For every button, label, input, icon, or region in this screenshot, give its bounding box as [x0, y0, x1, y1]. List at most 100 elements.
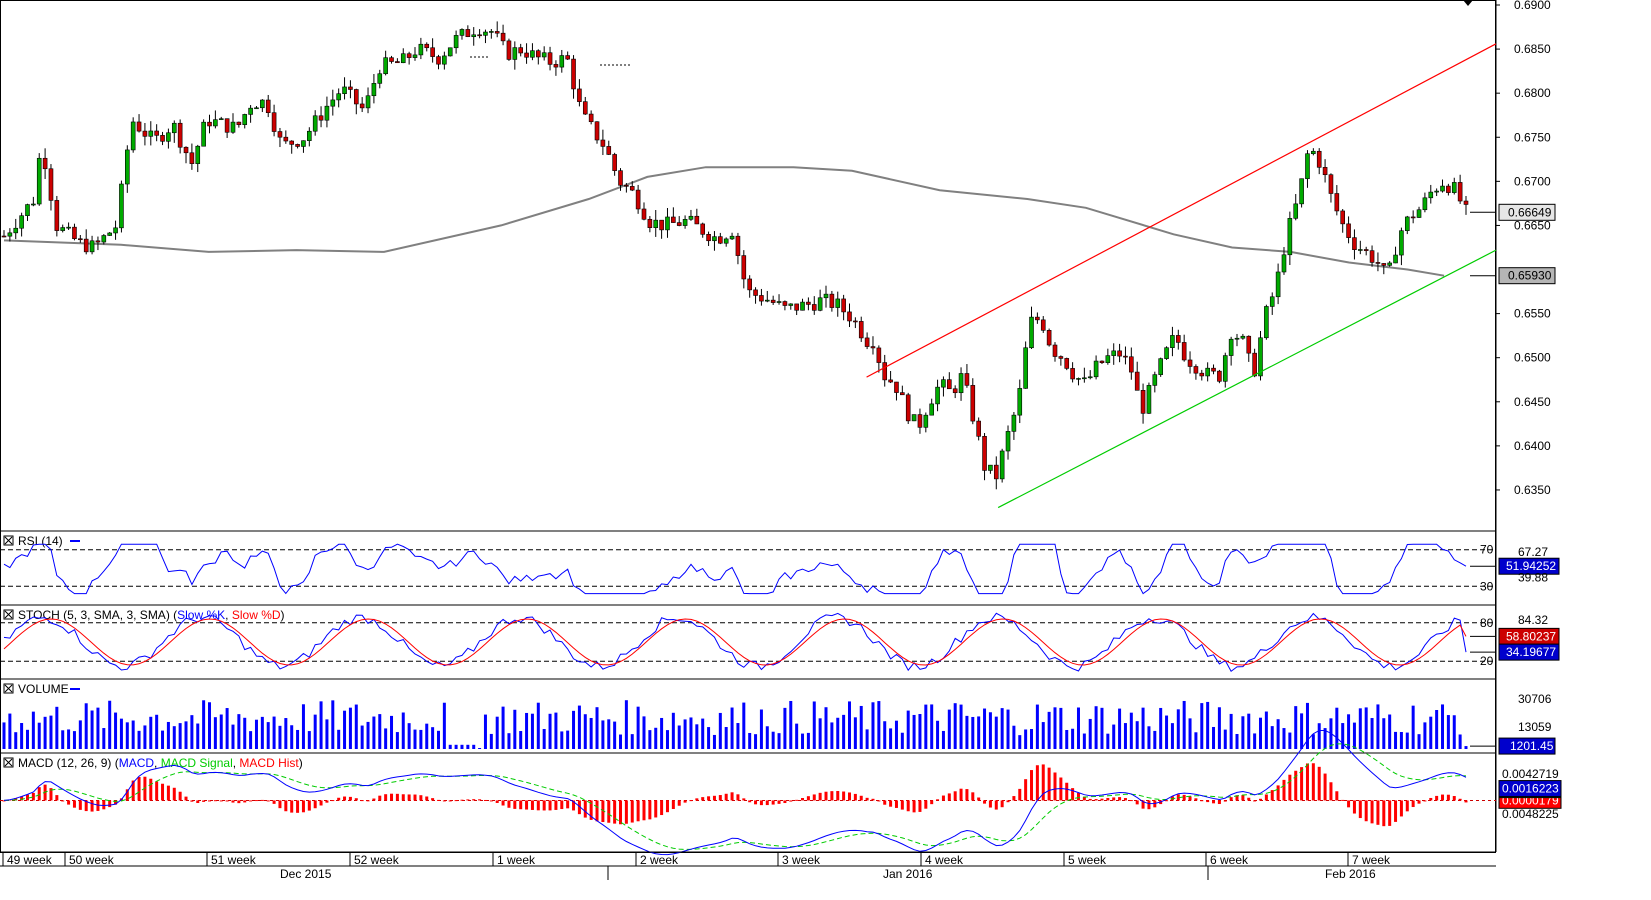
volume-bar: [1018, 735, 1022, 749]
candle-body: [154, 130, 159, 136]
volume-bar: [196, 723, 200, 749]
volume-bar: [654, 727, 658, 749]
candle-body: [1093, 360, 1099, 378]
macd-hist-bar: [419, 795, 423, 801]
candle-body: [788, 303, 794, 306]
macd-hist-bar: [190, 800, 194, 802]
macd-hist-bar: [1141, 800, 1145, 809]
moving-average-line: [3, 166, 1445, 277]
volume-bar: [707, 727, 711, 749]
macd-hist-bar: [1217, 800, 1221, 805]
candle-body: [430, 47, 435, 57]
rsi-level-label: 70: [1480, 543, 1494, 557]
volume-bar: [202, 700, 206, 749]
volume-bar: [977, 716, 981, 749]
candle-body: [31, 203, 36, 206]
macd-hist-bar: [1300, 767, 1304, 801]
candle-body: [78, 238, 83, 241]
macd-hist-bar: [343, 796, 347, 801]
volume-bar: [25, 729, 29, 749]
macd-hist-bar: [313, 800, 317, 809]
macd-hist-bar: [219, 800, 223, 802]
volume-bar: [1464, 746, 1468, 749]
volume-bar: [689, 717, 693, 749]
macd-hist-bar: [407, 794, 411, 801]
candle-body: [999, 450, 1005, 480]
candle-body: [89, 240, 95, 253]
week-label: 5 week: [1068, 853, 1107, 867]
candle-body: [800, 301, 805, 311]
candle-body: [395, 61, 400, 64]
macd-hist-bar: [278, 800, 282, 809]
volume-bar: [601, 720, 605, 749]
macd-value-label: 0.0016223: [1502, 782, 1559, 796]
volume-bar: [513, 709, 517, 749]
candle-body: [166, 132, 171, 142]
macd-hist-bar: [554, 800, 558, 810]
candle-body: [993, 464, 999, 480]
candle-body: [318, 115, 324, 121]
volume-bar: [1364, 707, 1368, 749]
candle-body: [506, 40, 512, 60]
volume-bar: [307, 731, 311, 749]
candle-body: [477, 34, 482, 37]
candle-body: [794, 303, 799, 311]
macd-hist-bar: [507, 800, 511, 808]
candle-body: [1305, 153, 1310, 180]
volume-bar: [1294, 706, 1298, 749]
volume-bar: [695, 724, 699, 749]
candle-body: [336, 93, 341, 101]
candle-body: [1129, 356, 1134, 373]
volume-bar: [1370, 718, 1374, 749]
volume-bar: [72, 731, 76, 749]
scroll-marker-icon: [1463, 0, 1473, 6]
candle-body: [741, 255, 747, 280]
candle-body: [618, 170, 623, 186]
candle-body: [1451, 182, 1457, 193]
macd-hist-bar: [390, 793, 394, 801]
volume-bar: [413, 729, 417, 749]
macd-hist-bar: [718, 795, 722, 801]
macd-hist-bar: [1094, 799, 1098, 801]
candle-body: [1052, 344, 1058, 357]
macd-hist-bar: [1241, 795, 1245, 801]
month-label: Dec 2015: [280, 867, 332, 881]
candle-body: [1457, 182, 1463, 202]
candle-body: [817, 297, 823, 311]
month-label: Feb 2016: [1325, 867, 1376, 881]
candle-body: [113, 227, 118, 234]
macd-hist-bar: [1282, 779, 1286, 801]
volume-bar: [1035, 704, 1039, 749]
price-tick-label: 0.6700: [1514, 174, 1551, 188]
candle-body: [36, 157, 42, 205]
week-label: 7 week: [1352, 853, 1391, 867]
price-tick-label: 0.6750: [1514, 130, 1551, 144]
volume-bar: [37, 722, 41, 749]
volume-bar: [871, 702, 875, 749]
candle-body: [976, 420, 981, 437]
rsi-title: RSI (14): [18, 534, 63, 548]
macd-signal-line: [3, 743, 1467, 850]
volume-bar: [677, 725, 681, 749]
candle-body: [676, 222, 682, 226]
volume-bar: [1247, 713, 1251, 749]
volume-bar: [994, 716, 998, 749]
candle-body: [1123, 355, 1128, 358]
volume-bar: [460, 744, 464, 749]
macd-hist-bar: [161, 783, 165, 801]
macd-hist-bar: [231, 800, 235, 803]
candle-body: [629, 186, 635, 191]
macd-hist-bar: [149, 778, 153, 801]
candle-body: [48, 168, 54, 201]
macd-hist-bar: [102, 800, 106, 810]
volume-bar: [1200, 703, 1204, 749]
volume-bar: [254, 719, 258, 749]
macd-hist-bar: [977, 797, 981, 801]
candle-body: [536, 50, 541, 58]
macd-hist-bar: [442, 800, 446, 802]
volume-bar: [1264, 711, 1268, 749]
volume-bar: [1153, 730, 1157, 749]
macd-hist-bar: [971, 792, 975, 801]
candle-body: [301, 140, 306, 147]
candle-body: [747, 278, 752, 291]
